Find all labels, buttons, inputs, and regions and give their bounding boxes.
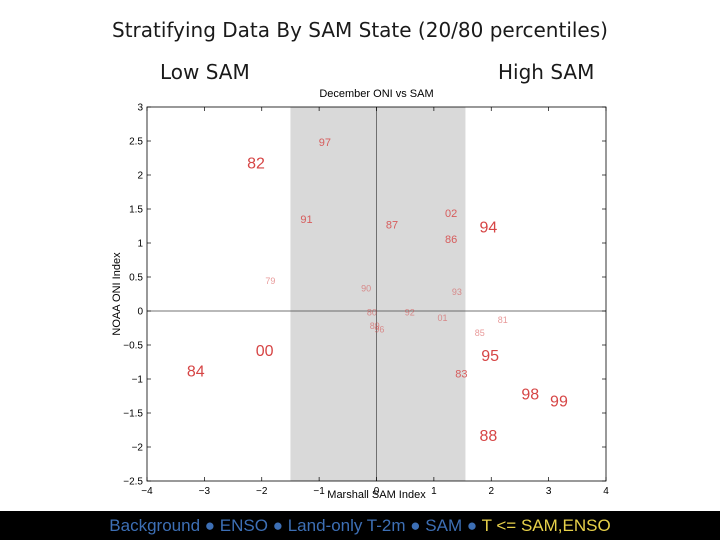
y-tick-label: −1.5 [123,409,143,420]
data-point-label: 91 [300,214,312,226]
footer-item-land-temp: Land-only T-2m [287,516,406,535]
x-tick-label: −4 [141,486,153,497]
bullet-icon: ● [466,516,478,535]
data-point-label: 96 [374,325,384,335]
data-point-label: 82 [247,155,265,172]
footer-item-background: Background [109,516,201,535]
x-tick-label: −3 [199,486,211,497]
data-point-label: 84 [187,363,205,380]
axis-lines [147,107,606,481]
data-point-label: 02 [445,208,457,220]
x-tick-label: 4 [603,486,609,497]
y-tick-label: 1.5 [129,205,143,216]
y-tick-label: 2 [137,171,143,182]
footer-item-enso: ENSO [219,516,268,535]
data-point-label: 86 [445,234,457,246]
x-tick-label: 2 [488,486,494,497]
y-tick-label: −2 [132,443,144,454]
footer-legend: Background ● ENSO ● Land-only T-2m ● SAM… [0,511,720,540]
slide-title: Stratifying Data By SAM State (20/80 per… [112,18,608,42]
low-sam-label: Low SAM [160,60,250,84]
shaded-middle-region [290,107,466,481]
chart-title: December ONI vs SAM [319,88,433,100]
data-point-label: 87 [386,219,398,231]
x-tick-label: 0 [374,486,380,497]
y-tick-label: −0.5 [123,341,143,352]
data-point-label: 89 [370,321,380,331]
bullet-icon: ● [410,516,421,535]
data-point-label: 94 [479,219,497,236]
data-point-label: 93 [452,287,462,297]
y-tick-label: 2.5 [129,137,143,148]
data-point-label: 99 [550,393,568,410]
footer-item-sam: SAM [425,516,463,535]
footer-item-highlight: T <= SAM,ENSO [481,516,611,535]
data-point-label: 85 [475,328,485,338]
y-axis-label: NOAA ONI Index [111,252,123,336]
data-point-label: 90 [361,284,371,294]
y-tick-label: 0 [137,307,143,318]
data-point-label: 95 [481,348,499,365]
bullet-icon: ● [272,516,283,535]
high-sam-label: High SAM [498,60,595,84]
data-point-label: 97 [319,137,331,149]
data-point-label: 92 [405,308,415,318]
data-point-label: 83 [455,368,467,380]
x-tick-label: −2 [256,486,268,497]
y-tick-label: 0.5 [129,273,143,284]
y-tick-label: −2.5 [123,477,143,488]
data-point-label: 81 [498,315,508,325]
data-point-label: 79 [265,276,275,286]
data-point-label: 88 [479,428,497,445]
data-point-label: 00 [256,343,274,360]
bullet-icon: ● [204,516,216,535]
x-tick-label: −1 [313,486,325,497]
x-tick-label: 1 [431,486,437,497]
y-tick-label: −1 [132,375,144,386]
data-point-label: 80 [367,308,377,318]
y-tick-label: 1 [137,239,143,250]
y-tick-label: 3 [137,103,143,114]
x-axis-label: Marshall SAM Index [327,489,426,501]
data-point-label: 01 [437,313,447,323]
axis-ticks: −4 −3 −2 −1 0 1 2 3 4−2.5−2−1.5−1−0.500.511.522.… [123,103,609,498]
x-tick-label: 3 [546,486,552,497]
data-point-label: 98 [521,387,539,404]
